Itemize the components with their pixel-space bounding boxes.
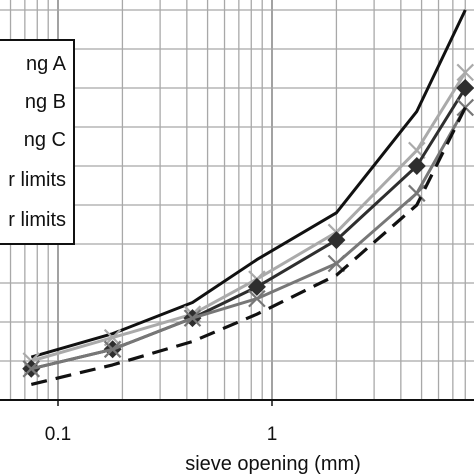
point-marker-diamond [327,231,346,250]
point-marker-x-stroke [327,254,346,273]
series-layer [22,9,474,386]
legend-entry-label: ng B [25,91,66,113]
x-axis-label: sieve opening (mm) [185,453,361,474]
grid [0,0,474,401]
series-2 [22,63,474,370]
point-marker-x-stroke [408,141,426,160]
legend-box [0,39,75,245]
x-tick-label: 0.1 [45,424,71,445]
point-marker-diamond [456,79,474,97]
legend-entry-label: ng C [24,129,66,151]
point-marker-x-stroke [22,360,41,378]
axes: 0.1 1 [0,399,474,445]
series-5 [30,106,467,386]
legend: ng A ng B ng C r limits r limits [0,39,75,245]
legend-entry-label: r limits [8,169,66,191]
point-marker-diamond [247,277,266,296]
x-tick-label: 1 [267,424,278,445]
point-marker-x-stroke [248,289,266,308]
legend-entry-label: r limits [8,209,66,231]
series-line [30,9,467,359]
series-1 [30,9,467,359]
series-4 [22,98,474,378]
point-marker-x-stroke [183,309,202,327]
point-marker-x-stroke [456,63,474,82]
point-marker-x-stroke [408,184,426,203]
point-marker-diamond [407,157,426,175]
point-marker-x-stroke [103,340,122,359]
legend-entry-label: ng A [26,53,67,75]
series-line [30,106,467,386]
